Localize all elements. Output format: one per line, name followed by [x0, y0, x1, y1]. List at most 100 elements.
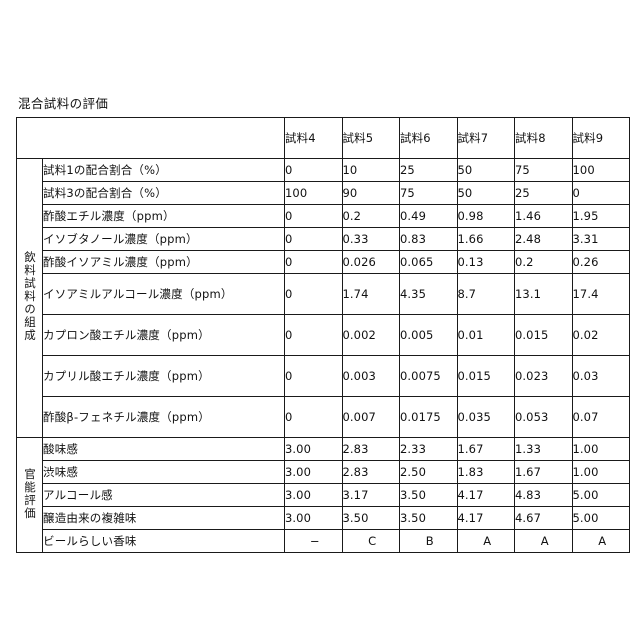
table-row: イソブタノール濃度（ppm）00.330.831.662.483.31 [17, 228, 630, 251]
data-cell: 0.007 [342, 397, 400, 438]
data-cell: 13.1 [515, 274, 573, 315]
row-label: 酢酸イソアミル濃度（ppm） [43, 251, 285, 274]
data-cell: 0.03 [572, 356, 630, 397]
table-corner-cell [17, 118, 285, 159]
column-header-label: 試料5 [343, 131, 377, 145]
row-label: イソブタノール濃度（ppm） [43, 228, 285, 251]
data-cell: 3.00 [285, 461, 343, 484]
data-cell: 3.00 [285, 484, 343, 507]
data-cell: 3.17 [342, 484, 400, 507]
row-label: 酢酸β-フェネチル濃度（ppm） [43, 397, 285, 438]
data-cell: 0 [572, 182, 630, 205]
data-cell: 0.2 [342, 205, 400, 228]
column-header-label: 試料4 [285, 131, 319, 145]
data-cell: 0.26 [572, 251, 630, 274]
row-category-label: 飲料試料の組成 [17, 159, 43, 438]
data-cell: 90 [342, 182, 400, 205]
table-title: 混合試料の評価 [16, 96, 630, 112]
row-category-vertical-text: 飲料試料の組成 [21, 251, 38, 342]
data-cell: A [515, 530, 573, 553]
data-cell: 0.065 [400, 251, 458, 274]
row-label: ビールらしい香味 [43, 530, 285, 553]
data-cell: 3.00 [285, 438, 343, 461]
row-category-label: 官能評価 [17, 438, 43, 553]
data-cell: 50 [457, 182, 515, 205]
data-cell: − [285, 530, 343, 553]
row-label: イソアミルアルコール濃度（ppm） [43, 274, 285, 315]
data-cell: C [342, 530, 400, 553]
data-cell: 3.50 [342, 507, 400, 530]
table-row: 飲料試料の組成試料1の配合割合（%）010255075100 [17, 159, 630, 182]
data-cell: 4.17 [457, 507, 515, 530]
data-cell: A [457, 530, 515, 553]
data-cell: 10 [342, 159, 400, 182]
row-category-vertical-text: 官能評価 [21, 468, 38, 520]
data-cell: 100 [285, 182, 343, 205]
data-cell: 25 [515, 182, 573, 205]
data-cell: 1.46 [515, 205, 573, 228]
data-cell: 1.67 [457, 438, 515, 461]
column-header-4: 試料7 [457, 118, 515, 159]
table-row: アルコール感3.003.173.504.174.835.00 [17, 484, 630, 507]
data-cell: 0 [285, 274, 343, 315]
data-cell: 0.005 [400, 315, 458, 356]
data-cell: 2.48 [515, 228, 573, 251]
data-cell: 3.31 [572, 228, 630, 251]
data-cell: 0.003 [342, 356, 400, 397]
data-cell: 5.00 [572, 507, 630, 530]
column-header-label: 試料9 [573, 131, 607, 145]
data-cell: 0.035 [457, 397, 515, 438]
data-cell: 0.026 [342, 251, 400, 274]
data-cell: 1.00 [572, 438, 630, 461]
row-label: カプロン酸エチル濃度（ppm） [43, 315, 285, 356]
mixed-sample-evaluation-table: 試料4 試料5 試料6 試料7 試料8 試料9 飲料試料の組成 試料1の配合割合（%） 0 10 2… [16, 117, 630, 553]
data-cell: B [400, 530, 458, 553]
data-cell: 3.00 [285, 507, 343, 530]
data-cell: 4.83 [515, 484, 573, 507]
row-label: 醸造由来の複雑味 [43, 507, 285, 530]
row-label: アルコール感 [43, 484, 285, 507]
data-cell: 3.50 [400, 484, 458, 507]
table-row: 渋味感3.002.832.501.831.671.00 [17, 461, 630, 484]
data-cell: 0.002 [342, 315, 400, 356]
table-row: カプリル酸エチル濃度（ppm）00.0030.00750.0150.0230.0… [17, 356, 630, 397]
data-cell: 0.053 [515, 397, 573, 438]
data-cell: 4.67 [515, 507, 573, 530]
table-row: 酢酸エチル濃度（ppm）00.20.490.981.461.95 [17, 205, 630, 228]
data-cell: 5.00 [572, 484, 630, 507]
table-row: イソアミルアルコール濃度（ppm）01.744.358.713.117.4 [17, 274, 630, 315]
data-cell: 75 [515, 159, 573, 182]
column-header-2: 試料5 [342, 118, 400, 159]
data-cell: 0.07 [572, 397, 630, 438]
data-cell: 4.35 [400, 274, 458, 315]
row-label: 試料3の配合割合（%） [43, 182, 285, 205]
row-label: 試料1の配合割合（%） [43, 159, 285, 182]
data-cell: 1.74 [342, 274, 400, 315]
data-cell: 0 [285, 315, 343, 356]
data-cell: 0.015 [515, 315, 573, 356]
data-cell: 0.49 [400, 205, 458, 228]
table-row: 酢酸β-フェネチル濃度（ppm）00.0070.01750.0350.0530.… [17, 397, 630, 438]
data-cell: A [572, 530, 630, 553]
data-cell: 17.4 [572, 274, 630, 315]
data-cell: 0.0075 [400, 356, 458, 397]
data-cell: 1.66 [457, 228, 515, 251]
column-header-6: 試料9 [572, 118, 630, 159]
data-cell: 0.01 [457, 315, 515, 356]
data-cell: 100 [572, 159, 630, 182]
data-cell: 0 [285, 228, 343, 251]
column-header-label: 試料7 [458, 131, 492, 145]
data-cell: 2.83 [342, 438, 400, 461]
data-cell: 0.015 [457, 356, 515, 397]
data-cell: 1.95 [572, 205, 630, 228]
data-cell: 1.33 [515, 438, 573, 461]
data-cell: 0 [285, 251, 343, 274]
table-row: 醸造由来の複雑味3.003.503.504.174.675.00 [17, 507, 630, 530]
column-header-label: 試料8 [515, 131, 549, 145]
table-row: 官能評価酸味感3.002.832.331.671.331.00 [17, 438, 630, 461]
data-cell: 0.83 [400, 228, 458, 251]
data-cell: 0.98 [457, 205, 515, 228]
data-cell: 8.7 [457, 274, 515, 315]
document-page: 混合試料の評価 試料4 試料5 試料6 試料7 試料8 試料9 飲料試料の組成 試料1の配合割… [0, 0, 640, 640]
column-header-label: 試料6 [400, 131, 434, 145]
